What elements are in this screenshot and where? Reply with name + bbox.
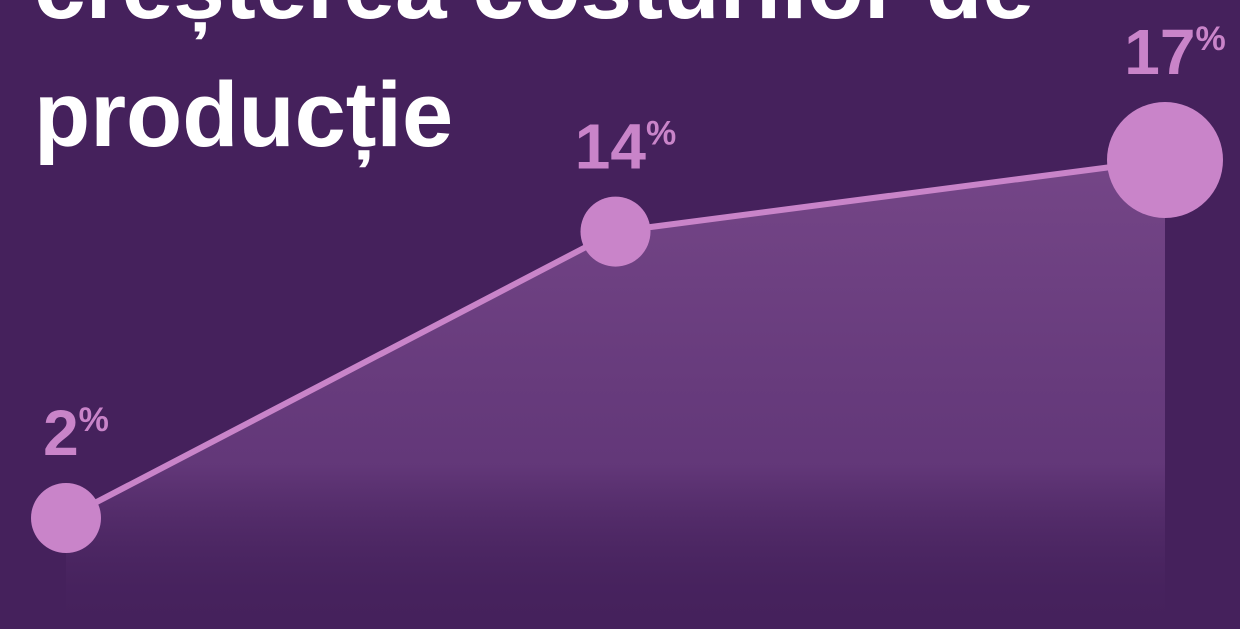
value-label: 17% <box>1124 16 1225 88</box>
value-label-number: 2 <box>43 397 79 469</box>
value-label: 14% <box>575 111 676 183</box>
chart-title: creșterea costurilor de <box>34 0 1034 40</box>
area <box>66 160 1165 629</box>
value-label-number: 14 <box>575 111 647 183</box>
value-label-unit: % <box>79 401 109 439</box>
value-label-unit: % <box>646 115 676 153</box>
value-label-unit: % <box>1195 20 1225 58</box>
point <box>1107 102 1223 218</box>
point <box>31 483 101 553</box>
value-label: 2% <box>43 397 109 469</box>
chart-title: producție <box>34 64 453 168</box>
point <box>580 196 651 267</box>
value-label-number: 17 <box>1124 16 1195 88</box>
